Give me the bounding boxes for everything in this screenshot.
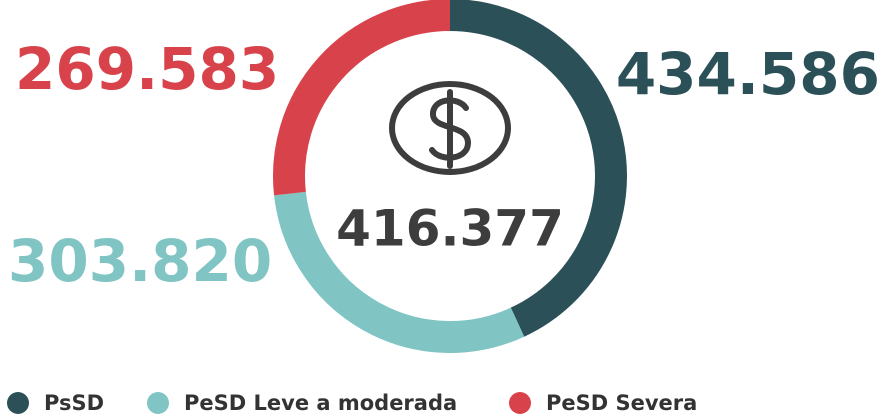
value-label: 434.586: [616, 40, 880, 108]
center-label: 416.377: [336, 200, 564, 258]
donut-segment: [449, 0, 627, 337]
value-label: 303.820: [8, 227, 272, 295]
money-icon-symbol: [429, 89, 472, 169]
legend-label: PeSD Severa: [546, 391, 697, 415]
legend-label: PeSD Leve a moderada: [184, 391, 457, 415]
donut-segment: [273, 0, 451, 196]
legend-swatch: [7, 392, 29, 414]
money-icon-circle: [389, 81, 511, 175]
legend-label: PsSD: [44, 391, 104, 415]
value-label: 269.583: [15, 35, 279, 103]
legend-swatch: [509, 392, 531, 414]
legend-swatch: [147, 392, 169, 414]
donut-segment: [274, 191, 525, 353]
